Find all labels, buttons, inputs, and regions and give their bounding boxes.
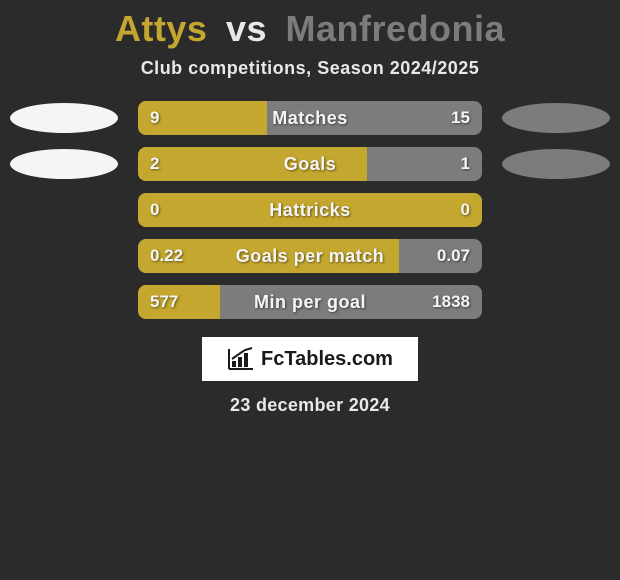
- stat-bar: 915Matches: [138, 101, 482, 135]
- date-text: 23 december 2024: [0, 395, 620, 416]
- stat-bar: 5771838Min per goal: [138, 285, 482, 319]
- stat-row: 00Hattricks: [0, 193, 620, 227]
- stat-label: Matches: [138, 101, 482, 135]
- vs-separator: vs: [226, 8, 267, 49]
- player2-avatar: [502, 149, 610, 179]
- stat-label: Goals per match: [138, 239, 482, 273]
- stat-label: Goals: [138, 147, 482, 181]
- source-logo: FcTables.com: [202, 337, 418, 381]
- stat-row: 915Matches: [0, 101, 620, 135]
- stat-bar: 0.220.07Goals per match: [138, 239, 482, 273]
- stat-label: Hattricks: [138, 193, 482, 227]
- stat-bar: 00Hattricks: [138, 193, 482, 227]
- logo-text: FcTables.com: [261, 348, 393, 371]
- player1-avatar: [10, 149, 118, 179]
- page-title: Attys vs Manfredonia: [0, 8, 620, 50]
- player2-name: Manfredonia: [286, 8, 506, 49]
- stat-row: 5771838Min per goal: [0, 285, 620, 319]
- comparison-infographic: Attys vs Manfredonia Club competitions, …: [0, 0, 620, 416]
- stat-row: 0.220.07Goals per match: [0, 239, 620, 273]
- stats-list: 915Matches 21Goals 00Hattricks 0.220.07Goal…: [0, 101, 620, 319]
- player2-avatar: [502, 103, 610, 133]
- stat-row: 21Goals: [0, 147, 620, 181]
- bar-chart-icon: [227, 347, 255, 371]
- stat-label: Min per goal: [138, 285, 482, 319]
- stat-bar: 21Goals: [138, 147, 482, 181]
- player1-name: Attys: [115, 8, 208, 49]
- subtitle: Club competitions, Season 2024/2025: [0, 58, 620, 79]
- player1-avatar: [10, 103, 118, 133]
